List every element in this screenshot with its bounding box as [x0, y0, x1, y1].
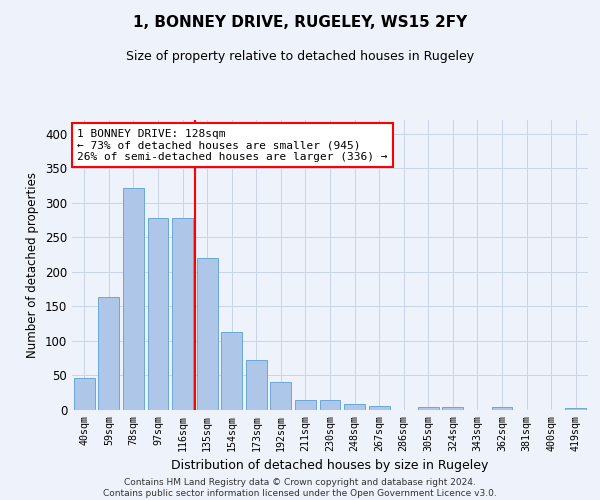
Bar — [123, 188, 144, 410]
Bar — [368, 406, 389, 410]
Bar — [442, 407, 463, 410]
Bar — [295, 400, 316, 410]
Bar — [344, 404, 365, 410]
X-axis label: Distribution of detached houses by size in Rugeley: Distribution of detached houses by size … — [172, 459, 488, 472]
Text: 1 BONNEY DRIVE: 128sqm
← 73% of detached houses are smaller (945)
26% of semi-de: 1 BONNEY DRIVE: 128sqm ← 73% of detached… — [77, 128, 388, 162]
Bar — [98, 298, 119, 410]
Bar — [197, 258, 218, 410]
Bar — [491, 407, 512, 410]
Bar — [148, 218, 169, 410]
Text: Contains HM Land Registry data © Crown copyright and database right 2024.
Contai: Contains HM Land Registry data © Crown c… — [103, 478, 497, 498]
Bar — [320, 400, 340, 410]
Y-axis label: Number of detached properties: Number of detached properties — [26, 172, 40, 358]
Bar — [565, 408, 586, 410]
Bar — [418, 407, 439, 410]
Text: 1, BONNEY DRIVE, RUGELEY, WS15 2FY: 1, BONNEY DRIVE, RUGELEY, WS15 2FY — [133, 15, 467, 30]
Bar — [172, 218, 193, 410]
Text: Size of property relative to detached houses in Rugeley: Size of property relative to detached ho… — [126, 50, 474, 63]
Bar — [246, 360, 267, 410]
Bar — [271, 382, 292, 410]
Bar — [74, 378, 95, 410]
Bar — [221, 332, 242, 410]
